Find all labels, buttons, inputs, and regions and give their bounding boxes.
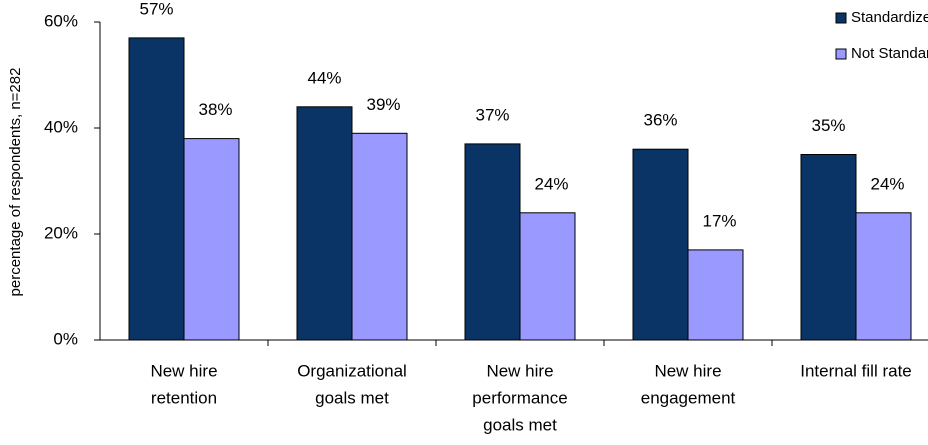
legend-swatch xyxy=(835,12,847,24)
value-label: 39% xyxy=(366,95,400,114)
bar xyxy=(183,138,240,341)
x-tick-label: Internal fill rate xyxy=(800,361,912,380)
legend-swatch xyxy=(835,48,847,60)
bar xyxy=(632,148,689,341)
bar xyxy=(800,154,857,341)
value-label: 57% xyxy=(139,0,173,18)
value-label: 17% xyxy=(702,211,736,230)
x-tick-label: New hire xyxy=(486,361,553,380)
y-tick-label: 20% xyxy=(44,223,78,242)
value-label: 24% xyxy=(870,174,904,193)
x-tick-label: performance xyxy=(472,388,567,407)
bar xyxy=(687,249,744,341)
y-tick-label: 40% xyxy=(44,117,78,136)
y-tick-label: 60% xyxy=(44,11,78,30)
value-label: 37% xyxy=(475,105,509,124)
x-tick-label: New hire xyxy=(150,361,217,380)
value-label: 35% xyxy=(811,116,845,135)
y-axis-label: percentage of respondents, n=282 xyxy=(7,68,24,297)
x-tick-label: retention xyxy=(151,388,217,407)
value-label: 44% xyxy=(307,68,341,87)
legend-label: Standardized xyxy=(851,9,928,26)
bar xyxy=(519,212,576,341)
value-label: 36% xyxy=(643,111,677,130)
x-tick-label: goals met xyxy=(315,388,389,407)
value-label: 38% xyxy=(198,100,232,119)
bar xyxy=(464,143,521,341)
x-tick-label: engagement xyxy=(641,388,736,407)
y-tick-label: 0% xyxy=(53,329,78,348)
x-tick-label: Organizational xyxy=(297,361,407,380)
legend-label: Not Standard xyxy=(851,45,928,62)
bar xyxy=(855,212,912,341)
value-label: 24% xyxy=(534,174,568,193)
bar xyxy=(128,37,185,341)
bar xyxy=(296,106,353,341)
x-tick-label: New hire xyxy=(654,361,721,380)
bar xyxy=(351,132,408,341)
x-tick-label: goals met xyxy=(483,415,557,434)
